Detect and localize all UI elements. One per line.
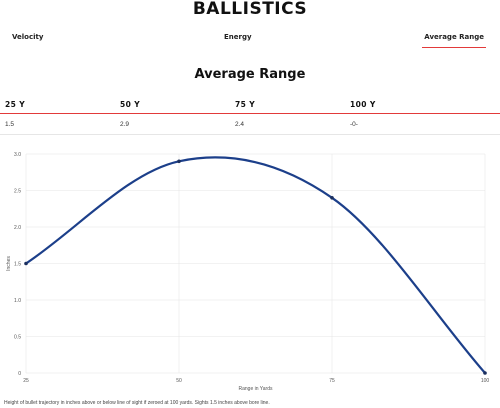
range-table: 25 Y 50 Y 75 Y 100 Y 1.5 2.9 2.4 -0- <box>0 96 500 136</box>
y-axis-title: Inches <box>6 256 12 271</box>
x-tick-label: 75 <box>329 378 335 384</box>
x-tick-label: 50 <box>176 378 182 384</box>
range-header-divider <box>0 113 500 114</box>
x-tick-label: 25 <box>23 378 29 384</box>
x-axis-title: Range in Yards <box>238 386 273 392</box>
data-point <box>483 371 487 375</box>
tab-energy[interactable]: Energy <box>224 33 252 41</box>
range-header-25: 25 Y <box>5 100 26 109</box>
data-point <box>177 159 181 164</box>
range-value-50: 2.9 <box>120 121 130 128</box>
data-point <box>330 196 334 200</box>
range-value-25: 1.5 <box>5 121 15 128</box>
trajectory-chart: 0 0.5 1.0 1.5 2.0 2.5 3.0 25 50 75 100 Range in Yar… <box>6 152 490 392</box>
range-row-divider <box>0 134 500 135</box>
y-tick-label: 0.5 <box>14 334 21 340</box>
active-tab-indicator <box>422 47 486 48</box>
chart-footnote: Height of bullet trajectory in inches ab… <box>4 400 270 406</box>
y-tick-label: 0 <box>18 371 21 377</box>
range-value-75: 2.4 <box>235 121 245 128</box>
tab-bar: Velocity Energy Average Range <box>0 30 500 50</box>
trajectory-line <box>25 156 486 374</box>
data-point <box>24 261 28 266</box>
range-header-75: 75 Y <box>235 100 256 109</box>
y-tick-label: 1.0 <box>14 298 21 304</box>
range-value-100: -0- <box>350 121 358 128</box>
x-tick-label: 100 <box>481 378 490 384</box>
range-header-50: 50 Y <box>120 100 141 109</box>
range-header-100: 100 Y <box>350 100 376 109</box>
page-title: BALLISTICS <box>192 0 308 19</box>
y-tick-label: 2.0 <box>14 225 21 231</box>
section-title: Average Range <box>194 67 306 82</box>
y-tick-label: 1.5 <box>14 261 21 267</box>
y-tick-label: 2.5 <box>14 188 21 194</box>
tab-average-range-label: Average Range <box>424 33 484 41</box>
tab-velocity[interactable]: Velocity <box>12 33 44 41</box>
tab-average-range[interactable]: Average Range <box>422 33 486 48</box>
y-tick-label: 3.0 <box>14 152 21 158</box>
